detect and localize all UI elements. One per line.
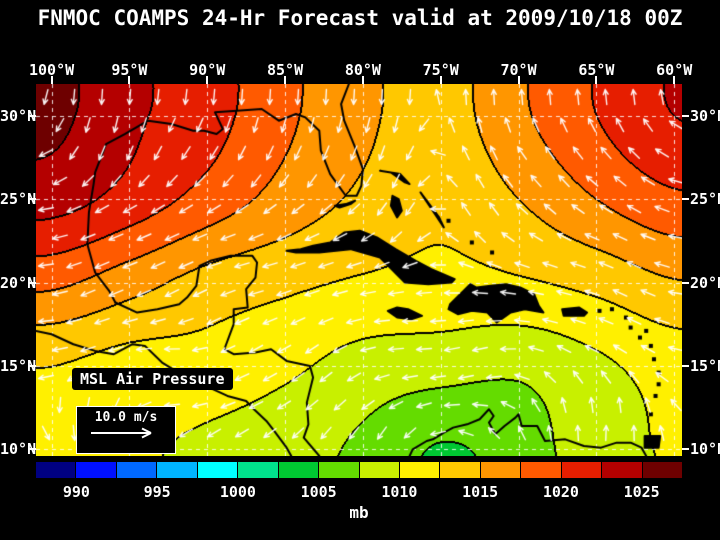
lon-tick-label: 60°W: [656, 61, 693, 79]
axis-tick: [518, 76, 520, 84]
colorbar-tick-label: 990: [62, 483, 90, 501]
lat-tick-label: 30°N: [0, 106, 37, 125]
colorbar-cell: [399, 462, 440, 478]
colorbar-cell: [359, 462, 399, 478]
lat-tick-label: 10°N: [690, 440, 720, 459]
colorbar-cell: [76, 462, 116, 478]
colorbar: [36, 462, 682, 478]
map-area: MSL Air Pressure 10.0 m/s: [36, 84, 682, 456]
axis-tick: [29, 115, 36, 117]
axis-tick: [682, 115, 689, 117]
axis-tick: [682, 448, 689, 450]
lon-tick-label: 80°W: [344, 61, 381, 79]
axis-tick: [51, 76, 53, 84]
colorbar-cell: [116, 462, 157, 478]
colorbar-cell: [480, 462, 521, 478]
colorbar-tick-label: 995: [143, 483, 171, 501]
colorbar-tick-label: 1020: [542, 483, 579, 501]
colorbar-tick-label: 1010: [381, 483, 418, 501]
wind-scale-label: 10.0 m/s: [94, 410, 158, 425]
colorbar-cell: [278, 462, 319, 478]
lat-tick-label: 10°N: [0, 440, 37, 459]
colorbar-tick-label: 1025: [623, 483, 660, 501]
colorbar-cell: [36, 462, 76, 478]
axis-tick: [362, 76, 364, 84]
lon-tick-label: 65°W: [578, 61, 615, 79]
lon-tick-label: 85°W: [266, 61, 304, 79]
axis-tick: [682, 365, 689, 367]
msl-pressure-label: MSL Air Pressure: [72, 368, 233, 390]
lat-tick-label: 15°N: [0, 356, 37, 375]
colorbar-cell: [561, 462, 602, 478]
colorbar-cell: [197, 462, 238, 478]
axis-tick: [29, 198, 36, 200]
axis-tick: [206, 76, 208, 84]
axis-tick: [682, 282, 689, 284]
lat-tick-label: 25°N: [0, 190, 37, 209]
axis-tick: [128, 76, 130, 84]
lon-tick-label: 75°W: [422, 61, 459, 79]
colorbar-cell: [642, 462, 682, 478]
axis-tick: [29, 365, 36, 367]
axis-tick: [673, 76, 675, 84]
colorbar-cell: [602, 462, 642, 478]
axis-tick: [595, 76, 597, 84]
lon-tick-label: 95°W: [111, 61, 148, 79]
axis-tick: [29, 282, 36, 284]
axis-tick: [440, 76, 442, 84]
axis-tick: [682, 198, 689, 200]
lon-tick-label: 70°W: [500, 61, 537, 79]
colorbar-cell: [238, 462, 278, 478]
colorbar-cell: [521, 462, 561, 478]
lon-tick-label: 90°W: [189, 61, 226, 79]
lon-tick-label: 100°W: [28, 61, 75, 79]
colorbar-cell: [440, 462, 480, 478]
axis-tick: [284, 76, 286, 84]
colorbar-tick-label: 1000: [219, 483, 256, 501]
lat-tick-label: 20°N: [690, 273, 720, 292]
colorbar-tick-label: 1005: [300, 483, 337, 501]
page-title: FNMOC COAMPS 24-Hr Forecast valid at 200…: [37, 6, 683, 30]
axis-tick: [29, 448, 36, 450]
colorbar-cell: [319, 462, 359, 478]
lat-tick-label: 15°N: [690, 356, 720, 375]
pressure-map-canvas: [36, 84, 682, 456]
colorbar-tick-label: 1015: [462, 483, 499, 501]
wind-scale-box: 10.0 m/s: [76, 406, 176, 454]
wind-scale-arrow-icon: [91, 427, 152, 439]
lat-tick-label: 20°N: [0, 273, 37, 292]
lat-tick-label: 25°N: [690, 190, 720, 209]
lat-tick-label: 30°N: [690, 106, 720, 125]
colorbar-unit-label: mb: [349, 503, 369, 522]
colorbar-cell: [157, 462, 197, 478]
